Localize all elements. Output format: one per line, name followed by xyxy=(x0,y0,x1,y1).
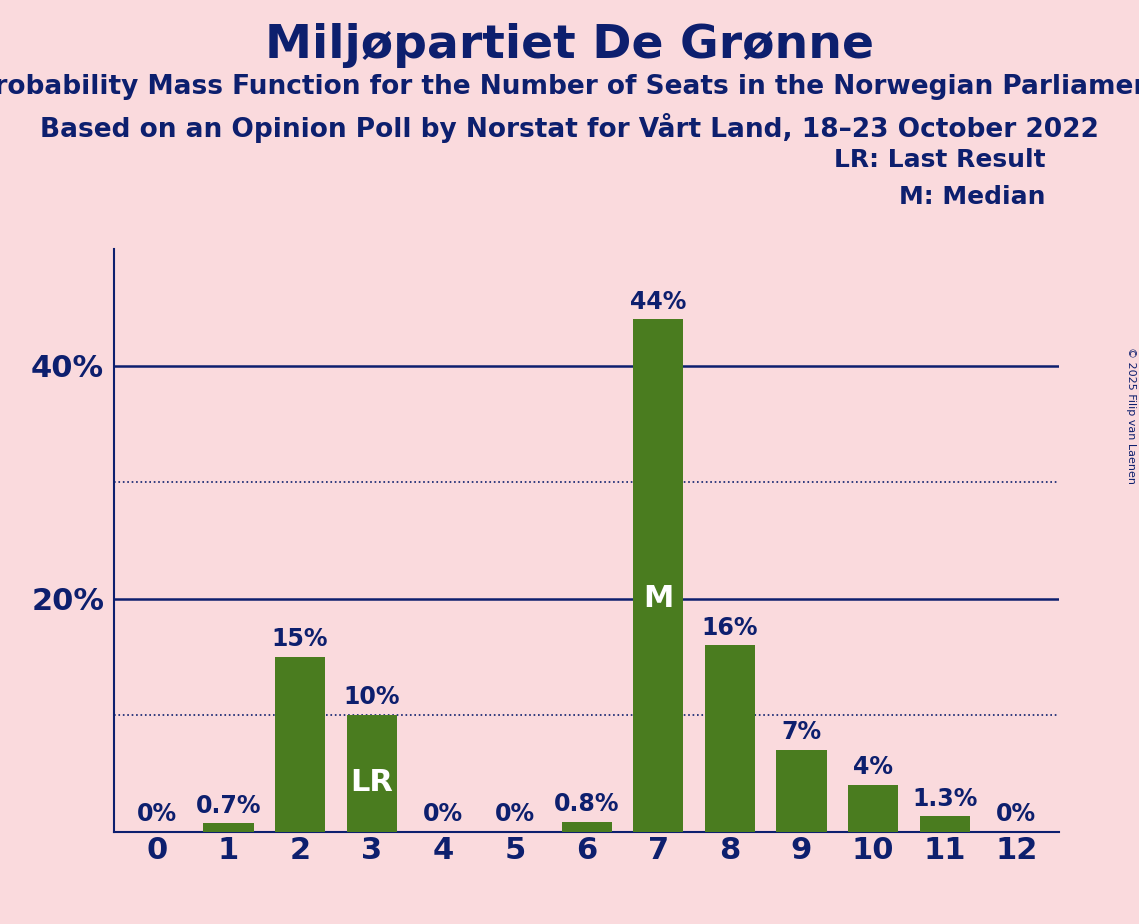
Text: Based on an Opinion Poll by Norstat for Vårt Land, 18–23 October 2022: Based on an Opinion Poll by Norstat for … xyxy=(40,113,1099,142)
Text: 44%: 44% xyxy=(630,289,687,313)
Bar xyxy=(204,823,254,832)
Text: Miljøpartiet De Grønne: Miljøpartiet De Grønne xyxy=(265,23,874,68)
Text: 0%: 0% xyxy=(495,802,535,826)
Text: 4%: 4% xyxy=(853,755,893,779)
Text: 0%: 0% xyxy=(424,802,464,826)
Text: M: M xyxy=(644,584,673,614)
Text: M: Median: M: Median xyxy=(899,185,1046,209)
Text: LR: LR xyxy=(351,768,393,797)
Text: LR: Last Result: LR: Last Result xyxy=(834,148,1046,172)
Text: 0%: 0% xyxy=(997,802,1036,826)
Bar xyxy=(562,822,612,832)
Bar xyxy=(705,645,755,832)
Text: © 2025 Filip van Laenen: © 2025 Filip van Laenen xyxy=(1126,347,1136,484)
Text: 0.8%: 0.8% xyxy=(554,793,620,817)
Bar xyxy=(346,715,396,832)
Text: 15%: 15% xyxy=(272,627,328,651)
Text: 0.7%: 0.7% xyxy=(196,794,261,818)
Bar xyxy=(849,785,899,832)
Bar xyxy=(777,750,827,832)
Bar xyxy=(274,657,325,832)
Text: Probability Mass Function for the Number of Seats in the Norwegian Parliament: Probability Mass Function for the Number… xyxy=(0,74,1139,100)
Bar xyxy=(633,320,683,832)
Text: 16%: 16% xyxy=(702,615,759,639)
Bar xyxy=(919,817,969,832)
Text: 0%: 0% xyxy=(137,802,177,826)
Text: 10%: 10% xyxy=(344,686,400,710)
Text: 1.3%: 1.3% xyxy=(912,786,977,810)
Text: 7%: 7% xyxy=(781,721,821,745)
